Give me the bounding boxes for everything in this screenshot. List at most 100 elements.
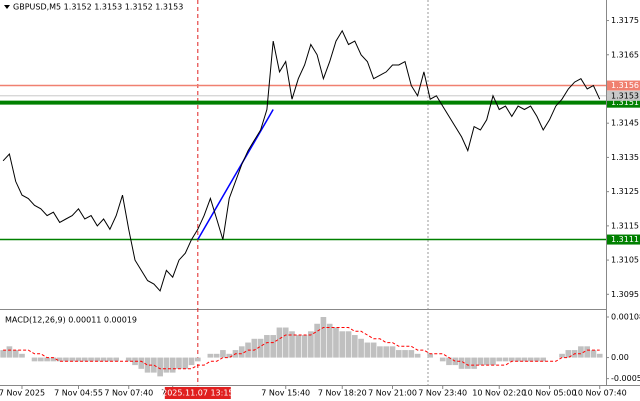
macd-bar bbox=[113, 357, 120, 362]
macd-bar bbox=[157, 357, 163, 377]
macd-bar bbox=[226, 353, 233, 358]
x-tick-label: 10 Nov 07:40 bbox=[573, 389, 627, 398]
y-tick-label: -0.00056 bbox=[611, 374, 640, 383]
macd-bar bbox=[439, 357, 446, 362]
macd-bar bbox=[63, 357, 69, 362]
y-tick-label: 1.3095 bbox=[611, 290, 639, 299]
macd-bar bbox=[521, 357, 528, 362]
x-tick-label: 10 Nov 02:20 bbox=[472, 389, 526, 398]
macd-bar bbox=[88, 357, 94, 362]
macd-bar bbox=[314, 323, 320, 358]
macd-bar bbox=[264, 335, 270, 358]
level-label: 1.3151 bbox=[611, 98, 639, 107]
macd-bar bbox=[163, 357, 170, 373]
macd-bar bbox=[188, 357, 195, 366]
macd-bar bbox=[257, 338, 264, 358]
y-tick-label: 1.3145 bbox=[611, 119, 639, 128]
x-tick-label: 10 Nov 05:00 bbox=[523, 389, 577, 398]
signal-line bbox=[3, 327, 600, 370]
macd-bar bbox=[383, 346, 390, 358]
macd-bar bbox=[534, 357, 540, 362]
x-tick-label: 7 Nov 04:55 bbox=[54, 389, 103, 398]
level-label-box bbox=[607, 234, 640, 245]
level-label-box bbox=[607, 97, 640, 108]
macd-bar bbox=[270, 335, 276, 358]
macd-bar bbox=[56, 357, 63, 362]
crosshair-label: 2025.11.07 13:15 bbox=[162, 389, 233, 398]
macd-bar bbox=[527, 357, 534, 362]
macd-bar bbox=[289, 331, 295, 358]
macd-bar bbox=[502, 357, 509, 362]
macd-bar bbox=[389, 346, 396, 358]
macd-bar bbox=[565, 350, 572, 358]
macd-bar bbox=[301, 335, 308, 358]
macd-bar bbox=[220, 350, 226, 358]
macd-bar bbox=[490, 357, 496, 366]
macd-bar bbox=[238, 346, 245, 358]
y-tick-label: 0.00108 bbox=[611, 313, 640, 322]
macd-bar bbox=[282, 327, 289, 358]
macd-bar bbox=[295, 335, 302, 358]
macd-bar bbox=[6, 346, 13, 358]
x-tick-label: 7 Nov 23:40 bbox=[418, 389, 467, 398]
y-tick-label: 0.00 bbox=[611, 353, 629, 362]
x-tick-label: 7 Nov 21:00 bbox=[368, 389, 417, 398]
macd-bar bbox=[333, 327, 339, 358]
macd-bar bbox=[402, 350, 408, 358]
macd-bar bbox=[465, 357, 471, 369]
y-tick-label: 1.3165 bbox=[611, 50, 639, 59]
macd-title: MACD(12,26,9) 0.00011 0.00019 bbox=[5, 316, 137, 325]
x-tick-label: 7 Nov 2025 bbox=[0, 389, 45, 398]
macd-bar bbox=[458, 357, 465, 369]
macd-bar bbox=[596, 353, 603, 358]
macd-bar bbox=[207, 353, 214, 358]
macd-bar bbox=[584, 346, 590, 358]
macd-bar bbox=[151, 357, 157, 373]
macd-bar bbox=[308, 331, 314, 358]
macd-bar bbox=[94, 357, 101, 362]
macd-bar bbox=[44, 357, 50, 362]
crosshair-label-box bbox=[164, 387, 231, 399]
macd-bar bbox=[377, 346, 383, 358]
chart-title: GBPUSD,M5 1.3152 1.3153 1.3152 1.3153 bbox=[13, 3, 183, 12]
y-tick-label: 1.3125 bbox=[611, 187, 639, 196]
trendline bbox=[197, 109, 274, 240]
macd-bar bbox=[326, 323, 333, 358]
y-tick-label: 1.3115 bbox=[611, 221, 639, 230]
macd-bar bbox=[395, 350, 402, 358]
macd-bar bbox=[176, 357, 182, 369]
macd-bar bbox=[31, 357, 38, 362]
macd-bar bbox=[138, 357, 145, 369]
macd-bar bbox=[169, 357, 176, 373]
macd-bar bbox=[452, 357, 459, 366]
macd-bar bbox=[427, 353, 433, 358]
macd-bar bbox=[100, 357, 107, 362]
last-price-box bbox=[607, 90, 640, 101]
macd-bar bbox=[37, 357, 44, 362]
macd-bar bbox=[496, 357, 503, 362]
macd-bar bbox=[125, 357, 132, 362]
last-price-label: 1.3153 bbox=[611, 91, 639, 100]
macd-bar bbox=[194, 357, 201, 362]
macd-bar bbox=[182, 357, 189, 369]
macd-bar bbox=[446, 357, 452, 366]
macd-bar bbox=[345, 331, 352, 358]
macd-bar bbox=[515, 357, 521, 362]
macd-bar bbox=[107, 357, 113, 362]
macd-bar bbox=[19, 353, 25, 358]
level-label: 1.3156 bbox=[611, 81, 639, 90]
price-line bbox=[2, 29, 601, 292]
macd-bar bbox=[578, 346, 584, 358]
macd-bar bbox=[370, 342, 377, 358]
level-label-box bbox=[607, 80, 640, 91]
x-tick-label: 7 Nov 18:20 bbox=[318, 389, 367, 398]
macd-bar bbox=[69, 357, 76, 362]
macd-bar bbox=[213, 353, 220, 358]
macd-bar bbox=[339, 331, 346, 358]
macd-bar bbox=[351, 335, 358, 358]
y-tick-label: 1.3135 bbox=[611, 153, 639, 162]
y-tick-label: 1.3175 bbox=[611, 16, 639, 25]
